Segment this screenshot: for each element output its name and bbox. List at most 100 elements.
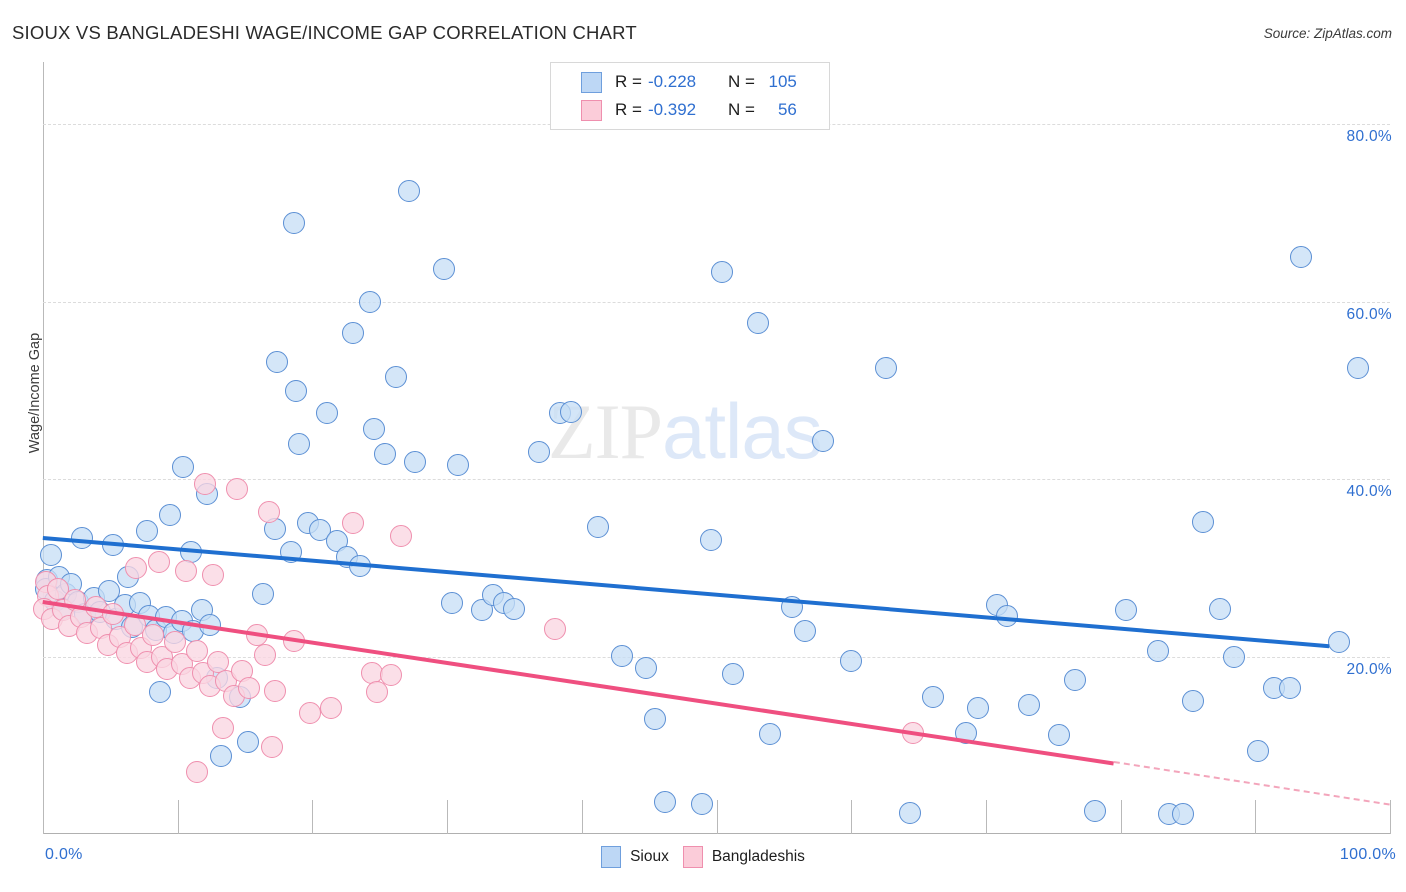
scatter-point-s [794,619,817,642]
scatter-point-b [902,721,925,744]
scatter-point-s [1047,723,1070,746]
scatter-point-s [611,644,634,667]
scatter-point-s [359,290,382,313]
n-label: N = [727,100,755,119]
n-value: 56 [777,100,797,119]
scatter-point-b [258,500,281,523]
scatter-point-s [149,681,172,704]
plot-area: ZIPatlas [33,62,1391,834]
scatter-point-s [954,721,977,744]
scatter-point-b [164,631,186,654]
y-axis-tick-label: 20.0% [1346,660,1392,678]
x-axis-tick [985,800,987,834]
scatter-point-s [700,529,723,552]
scatter-point-b [193,473,216,496]
scatter-point-s [966,696,989,719]
scatter-point-b [543,618,566,641]
x-axis-tick [1390,800,1391,834]
scatter-point-s [759,722,782,745]
scatter-point-s [384,366,407,388]
scatter-point-s [209,744,232,767]
scatter-point-s [840,649,863,672]
n-value: 105 [768,72,797,91]
scatter-point-s [811,429,834,452]
legend-swatch-sioux [581,71,602,93]
scatter-point-s [282,211,305,234]
gridline [43,301,1390,303]
scatter-point-b [263,680,286,703]
scatter-point-s [747,311,770,334]
scatter-point-s [374,443,397,466]
y-axis-tick-label: 80.0% [1346,128,1392,146]
scatter-point-s [266,350,289,373]
scatter-point-s [1246,739,1269,762]
scatter-point-s [643,707,666,730]
scatter-point-b [379,664,402,687]
x-axis-max-label: 100.0% [1339,846,1396,863]
x-axis-tick [177,800,179,834]
x-axis-tick [312,800,314,834]
y-axis-line [43,62,44,834]
r-label: R = [615,100,642,119]
legend-swatch-bangladeshis [581,99,602,121]
scatter-point-b [254,643,277,666]
scatter-point-s [446,453,469,476]
scatter-point-s [1063,668,1086,691]
scatter-point-s [780,595,803,618]
correlation-legend-row: R = -0.392 N = 56 [551,96,829,124]
scatter-point-s [398,179,421,202]
r-value: -0.392 [647,100,697,119]
correlation-legend: R = -0.228 N = 105 R = -0.392 N = 56 [550,62,830,130]
x-axis-tick [851,800,853,834]
scatter-point-s [172,455,195,478]
scatter-point-b [390,524,413,547]
series-swatch-sioux [601,846,622,868]
scatter-point-b [147,551,170,574]
scatter-point-s [348,555,371,578]
scatter-point-s [1279,677,1302,700]
scatter-point-b [201,563,224,586]
x-axis-tick [447,800,449,834]
scatter-point-s [1191,510,1214,533]
scatter-point-s [503,598,526,621]
scatter-point-s [710,261,733,284]
series-legend-item-bangladeshis[interactable]: Bangladeshis [682,846,805,868]
scatter-point-s [236,730,259,753]
x-axis-tick [581,800,583,834]
scatter-point-s [251,582,274,605]
scatter-point-b [102,602,125,625]
r-value: -0.228 [647,72,697,91]
scatter-point-s [690,792,713,815]
scatter-point-s [1147,640,1170,663]
scatter-point-s [996,604,1019,627]
page-title: SIOUX VS BANGLADESHI WAGE/INCOME GAP COR… [12,22,637,43]
scatter-point-s [316,402,339,425]
scatter-point-b [260,736,283,759]
scatter-point-s [341,321,364,344]
source-attribution: Source: ZipAtlas.com [1263,26,1392,41]
scatter-point-s [560,400,583,423]
scatter-point-s [1222,645,1245,668]
r-label: R = [615,72,642,91]
scatter-point-s [1084,799,1106,822]
scatter-point-s [1327,631,1350,654]
scatter-point-b [225,477,248,500]
scatter-point-s [199,613,222,636]
scatter-point-s [433,257,456,280]
scatter-point-s [309,518,332,541]
x-axis-min-label: 0.0% [45,846,83,863]
series-legend: Sioux Bangladeshis [0,846,1406,868]
scatter-point-s [279,540,302,563]
scatter-point-b [185,760,208,783]
y-axis-title: Wage/Income Gap [27,332,43,454]
x-axis-tick [716,800,718,834]
scatter-point-s [1018,694,1040,717]
n-label: N = [727,72,755,91]
correlation-legend-row: R = -0.228 N = 105 [551,68,829,96]
trend-line-extension-bangladeshis [1113,761,1390,806]
series-legend-item-sioux[interactable]: Sioux [601,846,669,868]
scatter-point-s [158,503,181,526]
scatter-point-s [721,663,744,686]
watermark-zip: ZIP [548,388,663,475]
